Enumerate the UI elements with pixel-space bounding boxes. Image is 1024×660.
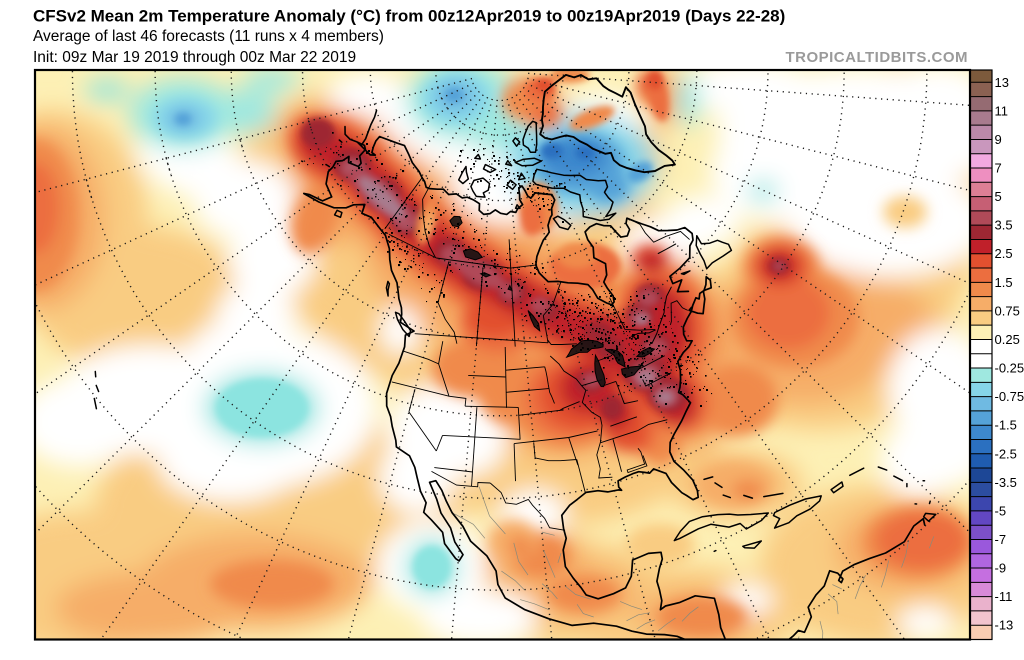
svg-text:-2.5: -2.5	[995, 446, 1017, 461]
svg-text:-7: -7	[995, 532, 1007, 547]
svg-text:-11: -11	[995, 589, 1013, 604]
svg-text:5: 5	[995, 189, 1002, 204]
svg-text:CFSv2 Mean 2m Temperature Anom: CFSv2 Mean 2m Temperature Anomaly (°C) f…	[33, 7, 785, 26]
svg-text:Init: 09z Mar 19 2019 through: Init: 09z Mar 19 2019 through 00z Mar 22…	[33, 49, 356, 66]
svg-text:0.75: 0.75	[995, 303, 1020, 318]
svg-text:-0.75: -0.75	[995, 389, 1024, 404]
svg-text:-9: -9	[995, 561, 1007, 576]
svg-text:7: 7	[995, 161, 1002, 176]
svg-text:1.5: 1.5	[995, 275, 1013, 290]
svg-text:0.25: 0.25	[995, 332, 1020, 347]
svg-text:-0.25: -0.25	[995, 361, 1024, 376]
svg-text:9: 9	[995, 132, 1002, 147]
svg-text:11: 11	[995, 103, 1009, 118]
svg-text:-3.5: -3.5	[995, 475, 1017, 490]
svg-text:13: 13	[995, 75, 1009, 90]
svg-text:3.5: 3.5	[995, 218, 1013, 233]
svg-text:2.5: 2.5	[995, 246, 1013, 261]
svg-text:Average of last 46 forecasts (: Average of last 46 forecasts (11 runs x …	[33, 28, 384, 45]
svg-text:-1.5: -1.5	[995, 418, 1017, 433]
svg-text:-13: -13	[995, 618, 1014, 633]
svg-text:TROPICALTIDBITS.COM: TROPICALTIDBITS.COM	[785, 49, 968, 66]
svg-text:-5: -5	[995, 503, 1007, 518]
